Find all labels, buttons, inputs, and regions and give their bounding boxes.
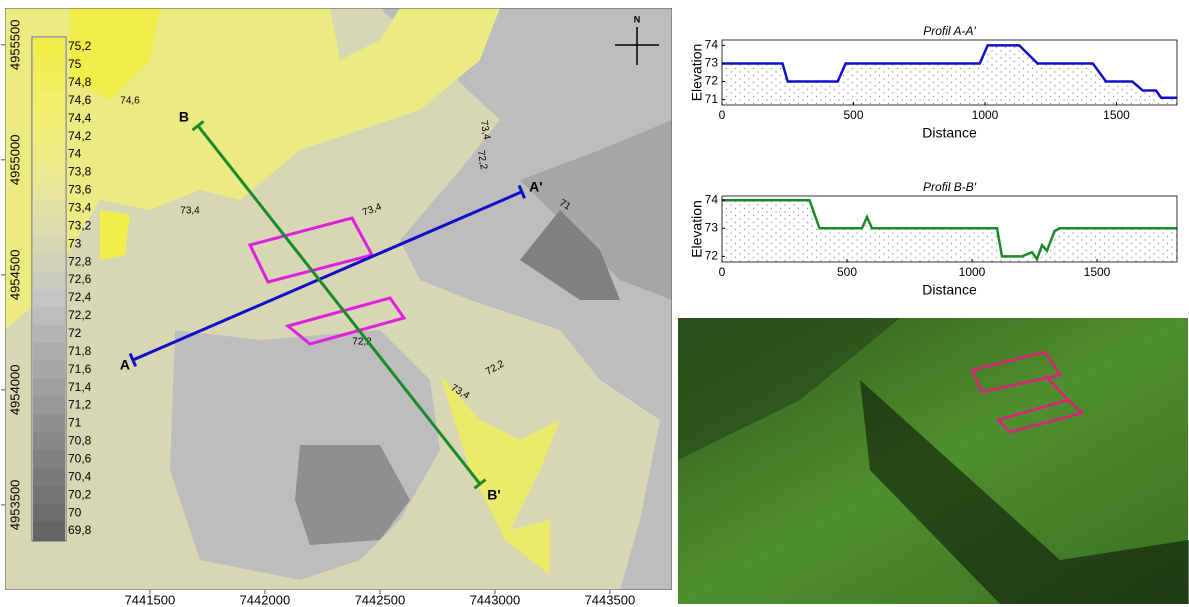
- legend-label: 71,2: [68, 398, 92, 412]
- legend-label: 72,6: [68, 272, 92, 286]
- x-tick-label: 1000: [959, 265, 986, 279]
- legend-swatch: [33, 110, 65, 128]
- legend-label: 74,6: [68, 93, 92, 107]
- legend-swatch: [33, 307, 65, 325]
- legend-swatch: [33, 361, 65, 379]
- x-tick-label: 7441500: [125, 592, 176, 607]
- legend-swatch: [33, 146, 65, 164]
- legend-swatch: [33, 379, 65, 397]
- legend-label: 71,8: [68, 344, 92, 358]
- legend-swatch: [33, 415, 65, 433]
- profile-area: [722, 200, 1177, 262]
- section-start-label: B: [179, 108, 189, 124]
- y-axis-label: Elevation: [689, 200, 705, 258]
- legend-label: 74,2: [68, 129, 92, 143]
- contour-label: 74,6: [120, 96, 140, 107]
- x-tick-label: 0: [719, 108, 726, 122]
- y-tick-label: 72: [705, 74, 719, 88]
- legend-label: 70,2: [68, 487, 92, 501]
- legend-swatch: [33, 253, 65, 271]
- y-tick-label: 73: [705, 56, 719, 70]
- legend-swatch: [33, 522, 65, 540]
- x-tick-label: 7443500: [585, 592, 636, 607]
- x-tick-label: 500: [843, 108, 863, 122]
- legend-swatch: [33, 343, 65, 361]
- y-tick-label: 73: [705, 220, 719, 234]
- legend-swatch: [33, 56, 65, 74]
- x-axis-label: Distance: [922, 125, 977, 141]
- figure: N 7441500 7442000 7442500 7443000 7443500 495…: [0, 0, 1189, 607]
- legend-label: 75: [68, 57, 82, 71]
- legend-swatch: [33, 486, 65, 504]
- legend-label: 71,6: [68, 362, 92, 376]
- legend-label: 74,4: [68, 111, 92, 125]
- legend-label: 72,8: [68, 254, 92, 268]
- north-label: N: [634, 14, 641, 24]
- legend-label: 74: [68, 147, 82, 161]
- legend-swatch: [33, 235, 65, 253]
- legend-label: 70,6: [68, 451, 92, 465]
- profile-area: [722, 45, 1177, 105]
- y-tick-label: 74: [705, 38, 719, 52]
- x-tick-label: 1500: [1084, 265, 1111, 279]
- legend-swatch: [33, 271, 65, 289]
- legend-label: 71,4: [68, 380, 92, 394]
- legend-swatch: [33, 217, 65, 235]
- x-tick-label: 1000: [972, 108, 999, 122]
- section-end-label: B': [487, 487, 500, 503]
- y-tick-label: 4955500: [7, 19, 22, 70]
- legend-label: 71: [68, 416, 82, 430]
- legend-label: 72,2: [68, 308, 92, 322]
- contour-label: 73,4: [180, 206, 200, 217]
- y-tick-label: 4954000: [7, 365, 22, 416]
- x-tick-label: 7442000: [240, 592, 291, 607]
- legend-swatch: [33, 504, 65, 522]
- section-end-label: A': [529, 179, 542, 195]
- legend-label: 73,2: [68, 218, 92, 232]
- legend-swatch: [33, 450, 65, 468]
- legend-label: 74,8: [68, 75, 92, 89]
- legend-label: 75,2: [68, 39, 92, 53]
- legend-swatch: [33, 74, 65, 92]
- y-tick-label: 4954500: [7, 250, 22, 301]
- x-tick-label: 7443000: [470, 592, 521, 607]
- legend-label: 72: [68, 326, 82, 340]
- x-axis-label: Distance: [922, 282, 977, 298]
- section-start-label: A: [120, 357, 130, 373]
- y-tick-label: 74: [705, 192, 719, 206]
- legend-label: 72,4: [68, 290, 92, 304]
- legend-label: 73,4: [68, 200, 92, 214]
- legend-swatch: [33, 289, 65, 307]
- chart-title: Profil B-B': [923, 180, 977, 194]
- legend-swatch: [33, 92, 65, 110]
- legend-label: 73,6: [68, 183, 92, 197]
- legend-swatch: [33, 164, 65, 182]
- photo-panel: [678, 318, 1189, 604]
- legend-swatch: [33, 128, 65, 146]
- legend-swatch: [33, 199, 65, 217]
- legend-swatch: [33, 38, 65, 56]
- legend-swatch: [33, 432, 65, 450]
- legend-swatch: [33, 397, 65, 415]
- y-tick-label: 4953500: [7, 480, 22, 531]
- legend-label: 70: [68, 505, 82, 519]
- legend-label: 73,8: [68, 165, 92, 179]
- x-tick-label: 500: [837, 265, 857, 279]
- legend-label: 73: [68, 236, 82, 250]
- y-tick-label: 71: [705, 92, 719, 106]
- y-tick-label: 72: [705, 249, 719, 263]
- y-axis-label: Elevation: [689, 44, 705, 102]
- map-surface: [5, 8, 672, 590]
- legend-swatch: [33, 325, 65, 343]
- y-tick-label: 4955000: [7, 135, 22, 186]
- legend-label: 69,8: [68, 523, 92, 537]
- legend-swatch: [33, 468, 65, 486]
- legend-label: 70,8: [68, 434, 92, 448]
- x-tick-label: 0: [719, 265, 726, 279]
- x-tick-label: 7442500: [355, 592, 406, 607]
- x-tick-label: 1500: [1103, 108, 1130, 122]
- legend-swatch: [33, 181, 65, 199]
- chart-title: Profil A-A': [923, 24, 976, 38]
- legend-label: 70,4: [68, 469, 92, 483]
